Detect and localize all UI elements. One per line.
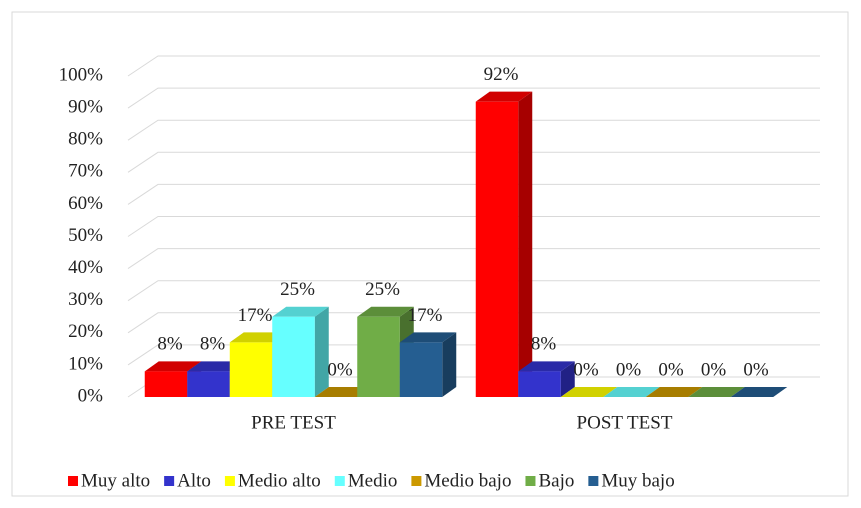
value-label: 8% xyxy=(531,334,557,355)
y-tick-label: 80% xyxy=(68,129,103,150)
grid-line xyxy=(127,216,820,237)
bar-side xyxy=(560,361,575,397)
value-label: 25% xyxy=(365,279,400,300)
value-label: 17% xyxy=(408,305,443,326)
y-tick-label: 10% xyxy=(68,353,103,374)
legend-label: Bajo xyxy=(538,470,574,491)
grid-line xyxy=(127,183,820,205)
y-tick-label: 30% xyxy=(68,289,103,310)
bar-top xyxy=(475,91,533,102)
y-tick-label: 90% xyxy=(68,96,103,117)
legend-swatch xyxy=(588,476,599,486)
y-tick-label: 100% xyxy=(59,64,104,85)
bar xyxy=(399,342,443,397)
grid-line xyxy=(127,248,820,270)
bar-top xyxy=(187,361,244,372)
bar xyxy=(518,371,561,397)
bar-side xyxy=(518,91,533,398)
legend-swatch xyxy=(334,476,345,486)
value-label: 0% xyxy=(658,359,684,380)
grid-line xyxy=(127,344,820,366)
legend-swatch xyxy=(164,476,175,486)
y-tick-label: 20% xyxy=(68,321,103,342)
bar-top xyxy=(645,387,703,397)
bar-top xyxy=(314,387,372,397)
bar-top xyxy=(272,306,329,317)
grid-line xyxy=(127,151,820,173)
bar-top xyxy=(603,387,660,397)
bar-top xyxy=(560,387,618,397)
legend-label: Alto xyxy=(177,470,211,491)
legend-label: Medio bajo xyxy=(424,470,511,491)
legend-swatch xyxy=(224,476,235,486)
bar xyxy=(229,342,273,397)
legend-label: Medio xyxy=(348,470,398,491)
legend-swatch xyxy=(68,476,78,486)
grid-line xyxy=(127,119,820,141)
bar-top xyxy=(399,332,457,343)
bar-side xyxy=(314,306,329,397)
x-tick-label: PRE TEST xyxy=(251,412,336,433)
grid-line xyxy=(127,55,820,77)
bar xyxy=(187,371,230,397)
bar xyxy=(272,316,315,397)
legend-swatch xyxy=(411,476,422,486)
grid-line xyxy=(127,312,820,334)
y-tick-label: 0% xyxy=(78,385,104,406)
bar-top xyxy=(688,387,745,397)
value-label: 25% xyxy=(280,279,315,300)
bar-top xyxy=(229,332,287,343)
legend-swatch xyxy=(525,476,536,486)
value-label: 0% xyxy=(327,359,353,380)
value-label: 0% xyxy=(743,359,769,380)
grid-line xyxy=(127,280,820,302)
y-tick-label: 50% xyxy=(68,225,103,246)
bar-top xyxy=(518,361,575,372)
value-label: 8% xyxy=(157,334,183,355)
bar-top xyxy=(730,387,788,397)
legend-label: Muy bajo xyxy=(601,470,674,491)
value-label: 8% xyxy=(200,334,226,355)
bar-top xyxy=(144,361,202,372)
bar xyxy=(144,371,188,397)
y-tick-label: 70% xyxy=(68,161,103,182)
legend-label: Muy alto xyxy=(81,470,150,491)
value-label: 0% xyxy=(573,359,599,380)
legend-label: Medio alto xyxy=(238,470,321,491)
bar xyxy=(475,101,519,398)
chart-border xyxy=(11,11,849,497)
value-label: 0% xyxy=(616,359,642,380)
y-tick-label: 60% xyxy=(68,193,103,214)
x-tick-label: POST TEST xyxy=(577,412,673,433)
value-label: 17% xyxy=(238,305,273,326)
bar xyxy=(357,316,400,397)
grid-line xyxy=(127,87,820,109)
y-tick-label: 40% xyxy=(68,257,103,278)
value-label: 0% xyxy=(701,359,727,380)
bar-top xyxy=(357,306,414,317)
value-label: 92% xyxy=(484,64,519,85)
bar-side xyxy=(442,332,457,397)
